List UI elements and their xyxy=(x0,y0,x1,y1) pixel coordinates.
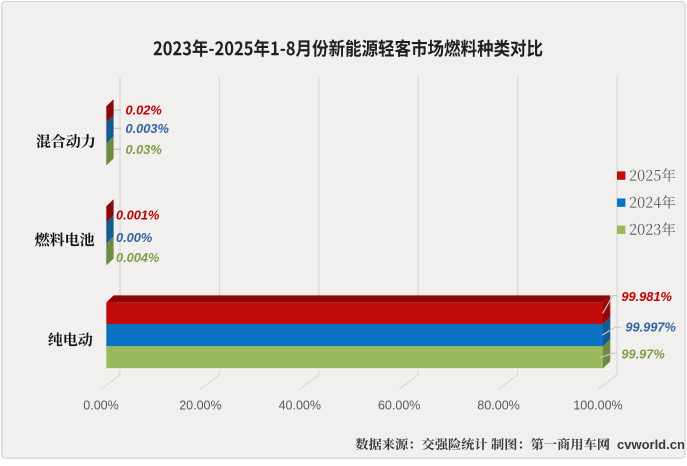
svg-text:cvworld.cn: cvworld.cn xyxy=(617,437,685,452)
svg-text:40.00%: 40.00% xyxy=(279,399,321,413)
svg-text:99.97%: 99.97% xyxy=(621,346,665,361)
svg-text:0.001%: 0.001% xyxy=(116,208,160,223)
svg-text:20.00%: 20.00% xyxy=(179,399,221,413)
svg-text:0.03%: 0.03% xyxy=(126,142,163,157)
svg-text:0.02%: 0.02% xyxy=(126,103,163,118)
svg-text:99.981%: 99.981% xyxy=(621,289,672,304)
svg-text:0.004%: 0.004% xyxy=(116,250,160,265)
svg-text:0.00%: 0.00% xyxy=(116,230,153,245)
svg-text:0.003%: 0.003% xyxy=(126,121,170,136)
svg-text:99.997%: 99.997% xyxy=(625,320,676,335)
svg-text:60.00%: 60.00% xyxy=(378,399,420,413)
svg-text:0.00%: 0.00% xyxy=(83,399,118,413)
svg-text:100.00%: 100.00% xyxy=(573,399,622,413)
svg-text:80.00%: 80.00% xyxy=(477,399,519,413)
